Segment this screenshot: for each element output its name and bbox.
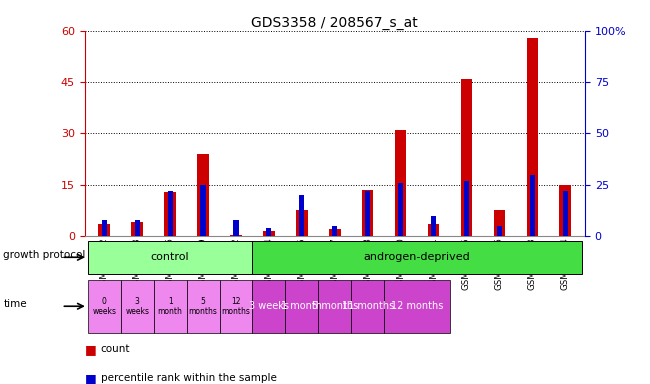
Bar — [464, 181, 469, 236]
Bar — [99, 224, 110, 236]
Bar — [164, 192, 176, 236]
Bar — [101, 220, 107, 236]
Bar — [153, 280, 187, 333]
Text: count: count — [101, 344, 130, 354]
Bar — [365, 191, 370, 236]
Bar — [329, 229, 341, 236]
Bar — [168, 191, 173, 236]
Text: ■: ■ — [84, 343, 96, 356]
Text: percentile rank within the sample: percentile rank within the sample — [101, 373, 277, 383]
Bar — [230, 235, 242, 236]
Bar — [252, 280, 285, 333]
Bar — [398, 183, 403, 236]
Bar — [285, 280, 318, 333]
Bar — [266, 228, 272, 236]
Bar — [263, 231, 275, 236]
Bar — [332, 226, 337, 236]
Bar — [384, 280, 450, 333]
Bar — [296, 210, 307, 236]
Text: time: time — [3, 299, 27, 310]
Bar — [88, 280, 121, 333]
Bar — [121, 280, 153, 333]
Bar — [252, 241, 582, 274]
Text: 3 weeks: 3 weeks — [249, 301, 289, 311]
Bar — [526, 38, 538, 236]
Text: 12
months: 12 months — [222, 296, 250, 316]
Text: 3
weeks: 3 weeks — [125, 296, 150, 316]
Bar — [461, 79, 472, 236]
Bar — [395, 130, 406, 236]
Bar — [563, 191, 568, 236]
Bar — [560, 185, 571, 236]
Bar — [428, 224, 439, 236]
Bar — [299, 195, 304, 236]
Bar — [220, 280, 252, 333]
Text: 11 months: 11 months — [341, 301, 394, 311]
Text: ■: ■ — [84, 372, 96, 384]
Text: androgen-deprived: androgen-deprived — [364, 252, 471, 262]
Bar — [493, 210, 505, 236]
Text: control: control — [151, 252, 189, 262]
Text: 1
month: 1 month — [158, 296, 183, 316]
Text: growth protocol: growth protocol — [3, 250, 86, 260]
Text: 1 month: 1 month — [281, 301, 322, 311]
Bar — [530, 174, 535, 236]
Bar — [200, 185, 205, 236]
Bar — [88, 241, 252, 274]
Text: 0
weeks: 0 weeks — [92, 296, 116, 316]
Title: GDS3358 / 208567_s_at: GDS3358 / 208567_s_at — [252, 16, 418, 30]
Bar — [351, 280, 384, 333]
Text: 5 months: 5 months — [311, 301, 358, 311]
Bar — [497, 226, 502, 236]
Bar — [187, 280, 220, 333]
Text: 12 months: 12 months — [391, 301, 443, 311]
Text: 5
months: 5 months — [188, 296, 218, 316]
Bar — [431, 216, 436, 236]
Bar — [135, 220, 140, 236]
Bar — [198, 154, 209, 236]
Bar — [233, 220, 239, 236]
Bar — [131, 222, 143, 236]
Bar — [318, 280, 351, 333]
Bar — [362, 190, 374, 236]
